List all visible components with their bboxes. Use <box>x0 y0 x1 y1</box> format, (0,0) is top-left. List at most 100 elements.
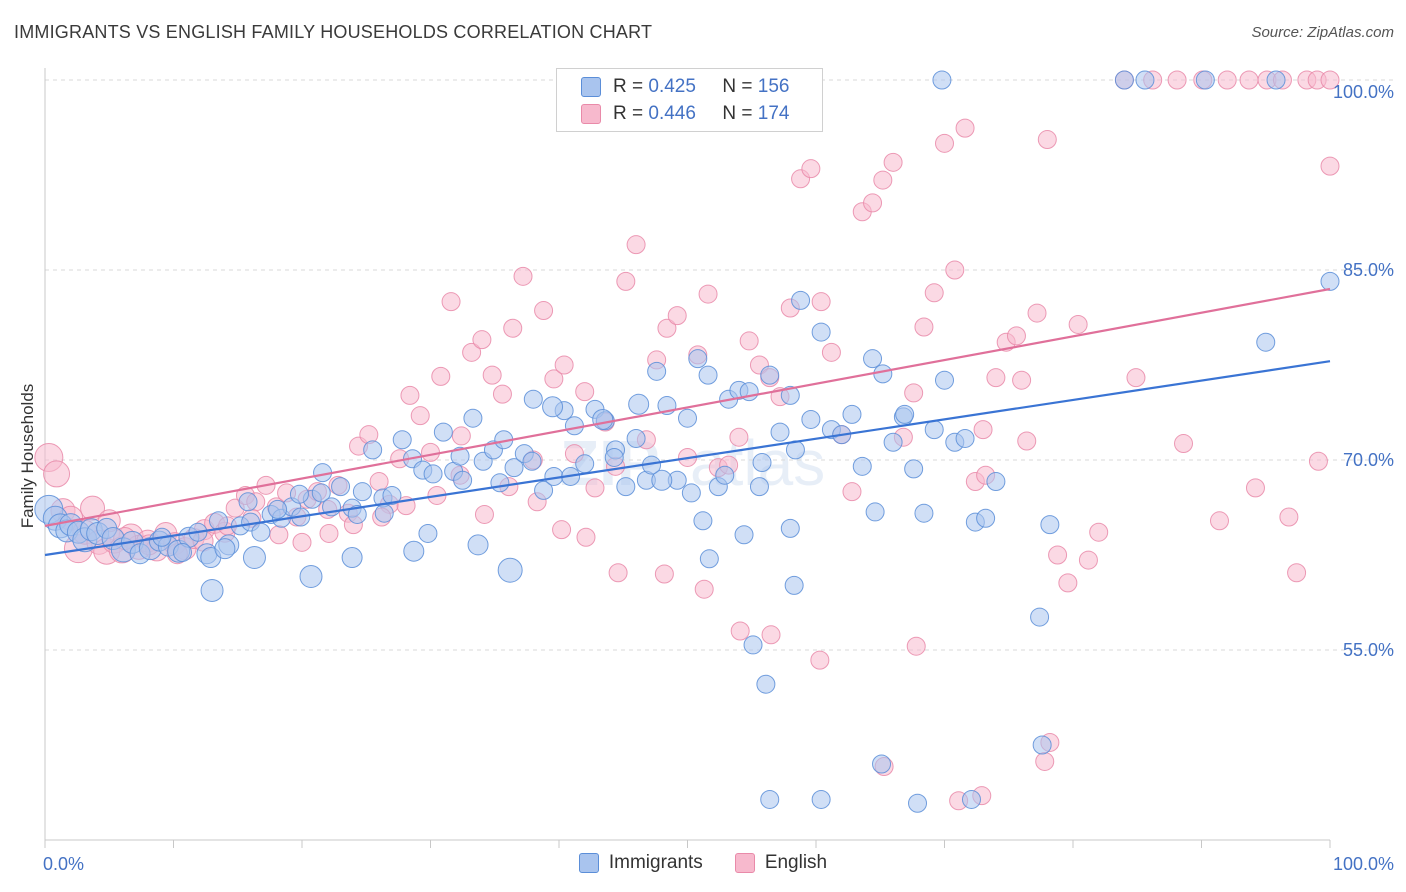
tick-labels: 55.0% 70.0% 85.0% 100.0% 0.0% 100.0% <box>43 82 1394 874</box>
english-point <box>269 525 289 545</box>
english-point <box>474 504 494 524</box>
immigrants-point <box>1030 607 1050 627</box>
immigrants-point <box>872 754 892 774</box>
english-point <box>1078 550 1098 570</box>
english-r-value: 0.446 <box>648 103 696 124</box>
english-point <box>1308 451 1328 471</box>
english-point <box>694 579 714 599</box>
english-point <box>924 283 944 303</box>
english-point <box>1279 507 1299 527</box>
source-label: Source: ZipAtlas.com <box>1251 24 1394 41</box>
immigrants-point <box>418 523 438 543</box>
immigrants-point <box>504 458 524 478</box>
immigrants-legend-swatch <box>578 853 599 873</box>
immigrants-point <box>497 557 523 583</box>
english-point <box>906 636 926 656</box>
immigrants-point <box>172 542 192 562</box>
immigrants-point <box>651 469 673 491</box>
english-point <box>811 292 831 312</box>
english-point <box>883 152 903 172</box>
english-point <box>821 342 841 362</box>
immigrants-point <box>403 540 425 562</box>
english-point <box>863 193 883 213</box>
immigrants-point <box>681 483 701 503</box>
y-tick-label: 100.0% <box>1333 82 1394 102</box>
english-point <box>1245 478 1265 498</box>
english-point <box>1320 156 1340 176</box>
immigrants-point <box>678 408 697 428</box>
immigrants-series <box>34 70 1340 813</box>
immigrants-point <box>374 503 394 523</box>
immigrants-point <box>698 365 718 385</box>
immigrants-point <box>693 511 713 531</box>
immigrants-point <box>299 565 323 589</box>
immigrants-point <box>904 459 924 479</box>
y-tick-label: 70.0% <box>1343 450 1394 470</box>
immigrants-point <box>647 361 667 381</box>
english-point <box>1126 368 1146 388</box>
english-point <box>292 532 312 552</box>
english-point <box>761 625 781 645</box>
immigrants-point <box>363 440 383 460</box>
immigrants-point <box>908 793 928 813</box>
immigrants-point <box>542 396 564 418</box>
immigrants-point <box>616 477 636 497</box>
english-point <box>654 564 674 584</box>
chart-title: IMMIGRANTS VS ENGLISH FAMILY HOUSEHOLDS … <box>14 22 653 42</box>
english-point <box>482 365 502 385</box>
english-n-label: N = <box>722 103 758 124</box>
english-point <box>1089 522 1109 542</box>
immigrants-point <box>423 464 443 484</box>
english-point <box>698 284 718 304</box>
immigrants-point <box>341 547 363 569</box>
english-point <box>534 301 554 321</box>
immigrants-point <box>523 389 543 409</box>
y-tick-label: 55.0% <box>1343 640 1394 660</box>
legend-item-immigrants: Immigrants <box>578 852 703 874</box>
immigrants-point <box>1256 332 1276 352</box>
english-series <box>34 70 1340 811</box>
immigrants-point <box>347 504 367 524</box>
english-point <box>1012 370 1032 390</box>
english-swatch <box>581 104 601 124</box>
english-point <box>1209 511 1229 531</box>
immigrants-point <box>392 430 412 450</box>
immigrants-point <box>961 789 981 809</box>
legend-item-english: English <box>734 852 827 874</box>
english-trend-line <box>44 287 1331 527</box>
immigrants-r-label: R = <box>613 76 649 97</box>
immigrants-point <box>791 290 811 310</box>
immigrants-point <box>1320 271 1340 291</box>
english-point <box>1048 545 1068 565</box>
english-point <box>873 170 893 190</box>
immigrants-point <box>331 477 351 497</box>
immigrants-point <box>811 322 831 342</box>
english-point <box>955 118 975 138</box>
x-tick-label: 0.0% <box>43 854 84 874</box>
immigrants-point <box>200 578 224 602</box>
english-point <box>973 420 993 440</box>
english-point <box>554 355 574 375</box>
english-point <box>544 369 564 389</box>
immigrants-point <box>935 370 954 390</box>
immigrants-point <box>1195 70 1215 90</box>
immigrants-point <box>382 485 402 505</box>
english-point <box>1027 303 1047 323</box>
immigrants-point <box>749 477 769 497</box>
immigrants-point <box>865 502 885 522</box>
immigrants-point <box>1114 70 1134 90</box>
english-legend-swatch <box>734 853 755 873</box>
immigrants-n-value: 156 <box>757 76 790 97</box>
immigrants-point <box>467 534 489 556</box>
immigrants-point <box>842 404 862 424</box>
english-point <box>1174 434 1194 454</box>
english-point <box>503 318 523 338</box>
immigrants-swatch <box>581 77 601 97</box>
english-point <box>513 266 533 286</box>
immigrants-point <box>575 454 595 474</box>
immigrants-point <box>604 447 624 467</box>
english-point <box>552 520 572 540</box>
english-point <box>1217 70 1237 90</box>
immigrants-point <box>214 538 236 560</box>
immigrants-point <box>450 446 470 466</box>
